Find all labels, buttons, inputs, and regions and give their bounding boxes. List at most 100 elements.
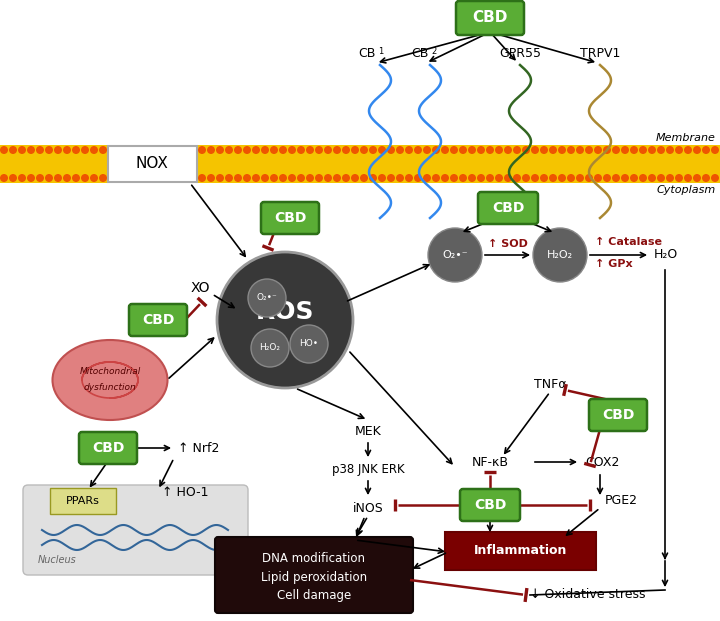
Text: DNA modification: DNA modification — [263, 551, 366, 564]
Text: O₂•⁻: O₂•⁻ — [442, 250, 468, 260]
FancyBboxPatch shape — [261, 202, 319, 234]
Text: PGE2: PGE2 — [605, 494, 638, 507]
Text: MEK: MEK — [355, 425, 382, 438]
Circle shape — [153, 174, 161, 182]
Circle shape — [324, 174, 332, 182]
Circle shape — [63, 174, 71, 182]
Text: TRPV1: TRPV1 — [580, 47, 620, 60]
Text: CBD: CBD — [492, 201, 524, 215]
Circle shape — [450, 146, 458, 154]
Circle shape — [90, 174, 98, 182]
Circle shape — [54, 146, 62, 154]
Circle shape — [657, 174, 665, 182]
Text: 2: 2 — [431, 47, 436, 56]
Circle shape — [594, 174, 602, 182]
Circle shape — [459, 174, 467, 182]
Circle shape — [144, 146, 152, 154]
Circle shape — [513, 174, 521, 182]
Circle shape — [198, 174, 206, 182]
Text: H₂O: H₂O — [654, 248, 678, 261]
Circle shape — [99, 146, 107, 154]
Circle shape — [702, 146, 710, 154]
FancyBboxPatch shape — [215, 537, 413, 613]
Circle shape — [612, 146, 620, 154]
Circle shape — [468, 146, 476, 154]
Text: Lipid peroxidation: Lipid peroxidation — [261, 571, 367, 584]
Circle shape — [351, 174, 359, 182]
Circle shape — [153, 146, 161, 154]
Circle shape — [459, 146, 467, 154]
Circle shape — [117, 146, 125, 154]
Text: CBD: CBD — [142, 313, 174, 327]
Circle shape — [252, 146, 260, 154]
Circle shape — [225, 174, 233, 182]
Circle shape — [450, 174, 458, 182]
Circle shape — [270, 174, 278, 182]
Circle shape — [630, 146, 638, 154]
Circle shape — [207, 146, 215, 154]
Circle shape — [342, 174, 350, 182]
Circle shape — [612, 174, 620, 182]
Circle shape — [9, 146, 17, 154]
Circle shape — [333, 174, 341, 182]
Circle shape — [360, 174, 368, 182]
Circle shape — [248, 279, 286, 317]
Circle shape — [351, 146, 359, 154]
Text: NF-κB: NF-κB — [472, 455, 508, 468]
Circle shape — [540, 146, 548, 154]
Circle shape — [207, 174, 215, 182]
Circle shape — [279, 174, 287, 182]
Circle shape — [414, 146, 422, 154]
Circle shape — [666, 146, 674, 154]
Ellipse shape — [53, 340, 168, 420]
Text: ↑ GPx: ↑ GPx — [595, 259, 633, 269]
Text: CBD: CBD — [92, 441, 124, 455]
Circle shape — [306, 174, 314, 182]
Circle shape — [54, 174, 62, 182]
Text: CBD: CBD — [274, 211, 306, 225]
Text: O₂•⁻: O₂•⁻ — [256, 294, 277, 302]
Circle shape — [369, 174, 377, 182]
FancyBboxPatch shape — [79, 432, 137, 464]
FancyBboxPatch shape — [23, 485, 248, 575]
Circle shape — [531, 174, 539, 182]
Text: ↑ Catalase: ↑ Catalase — [595, 237, 662, 247]
Circle shape — [306, 146, 314, 154]
Circle shape — [504, 146, 512, 154]
Circle shape — [621, 174, 629, 182]
Circle shape — [549, 146, 557, 154]
Circle shape — [27, 174, 35, 182]
Circle shape — [549, 174, 557, 182]
Text: XO: XO — [190, 281, 210, 295]
Circle shape — [468, 174, 476, 182]
FancyBboxPatch shape — [445, 532, 596, 570]
Text: H₂O₂: H₂O₂ — [547, 250, 573, 260]
Circle shape — [0, 174, 8, 182]
Circle shape — [360, 146, 368, 154]
Circle shape — [540, 174, 548, 182]
Circle shape — [162, 146, 170, 154]
Circle shape — [558, 146, 566, 154]
Text: Membrane: Membrane — [656, 133, 716, 143]
Circle shape — [290, 325, 328, 363]
Circle shape — [585, 146, 593, 154]
Text: H₂O₂: H₂O₂ — [259, 343, 281, 353]
Circle shape — [441, 146, 449, 154]
Circle shape — [36, 174, 44, 182]
Circle shape — [693, 146, 701, 154]
Circle shape — [234, 146, 242, 154]
Circle shape — [405, 146, 413, 154]
Circle shape — [396, 146, 404, 154]
Circle shape — [378, 146, 386, 154]
Circle shape — [162, 174, 170, 182]
Text: iNOS: iNOS — [353, 502, 383, 515]
Circle shape — [180, 146, 188, 154]
Circle shape — [261, 146, 269, 154]
Circle shape — [45, 174, 53, 182]
Text: CB: CB — [411, 47, 428, 60]
FancyBboxPatch shape — [50, 488, 116, 514]
Circle shape — [495, 146, 503, 154]
Text: CBD: CBD — [474, 498, 506, 512]
Circle shape — [567, 146, 575, 154]
Circle shape — [315, 146, 323, 154]
